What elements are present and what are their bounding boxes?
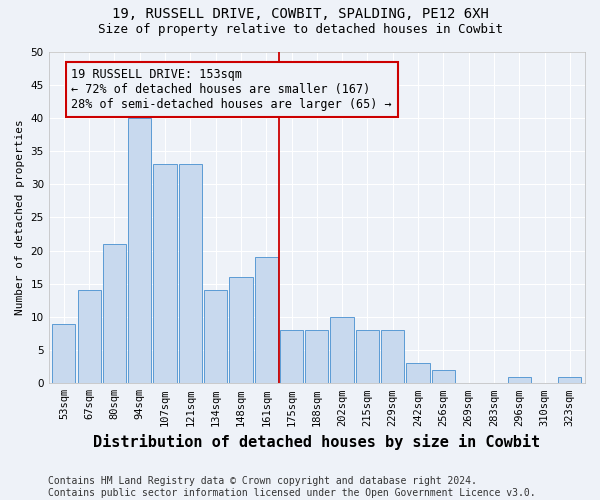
Bar (381, 330, 404, 384)
Text: Contains HM Land Registry data © Crown copyright and database right 2024.
Contai: Contains HM Land Registry data © Crown c… (48, 476, 536, 498)
Bar (508, 376, 531, 384)
Text: 19, RUSSELL DRIVE, COWBIT, SPALDING, PE12 6XH: 19, RUSSELL DRIVE, COWBIT, SPALDING, PE1… (112, 8, 488, 22)
Bar (204, 290, 227, 384)
Bar (280, 330, 303, 384)
Bar (254, 257, 278, 384)
Text: 19 RUSSELL DRIVE: 153sqm
← 72% of detached houses are smaller (167)
28% of semi-: 19 RUSSELL DRIVE: 153sqm ← 72% of detach… (71, 68, 392, 111)
Bar (103, 244, 126, 384)
Bar (356, 330, 379, 384)
X-axis label: Distribution of detached houses by size in Cowbit: Distribution of detached houses by size … (93, 434, 541, 450)
Bar (52, 324, 76, 384)
Bar (305, 330, 328, 384)
Bar (77, 290, 101, 384)
Y-axis label: Number of detached properties: Number of detached properties (15, 120, 25, 316)
Bar (179, 164, 202, 384)
Bar (331, 317, 354, 384)
Bar (431, 370, 455, 384)
Bar (229, 277, 253, 384)
Text: Size of property relative to detached houses in Cowbit: Size of property relative to detached ho… (97, 22, 503, 36)
Bar (128, 118, 151, 384)
Bar (154, 164, 176, 384)
Bar (558, 376, 581, 384)
Bar (406, 364, 430, 384)
